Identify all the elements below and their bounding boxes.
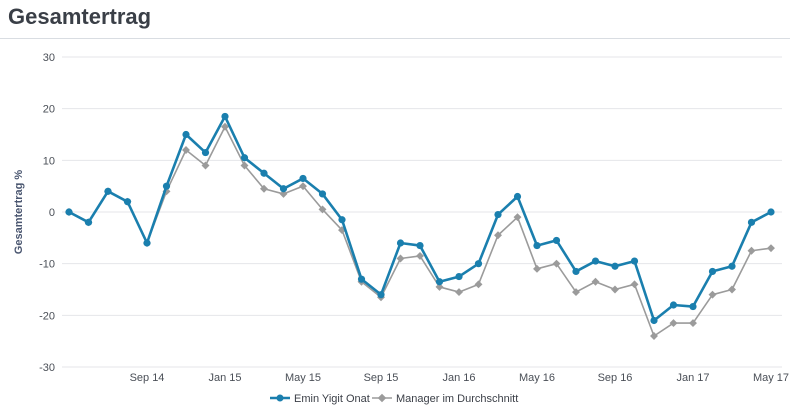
legend-item-series-1[interactable]: Emin Yigit Onat — [270, 393, 370, 405]
data-point[interactable] — [260, 184, 268, 193]
y-axis-title: Gesamtertrag % — [13, 170, 25, 255]
x-tick-label: May 16 — [519, 372, 555, 384]
y-tick-labels: 30 20 10 0 -10 -20 -30 — [39, 52, 55, 374]
data-point[interactable] — [182, 130, 190, 139]
data-point[interactable] — [474, 260, 483, 268]
data-point[interactable] — [416, 251, 424, 260]
data-point[interactable] — [435, 278, 444, 286]
data-point[interactable] — [318, 205, 327, 214]
data-point[interactable] — [513, 213, 522, 222]
series-layer — [65, 112, 775, 340]
legend-label-series-2: Manager im Durchschnitt — [396, 393, 518, 405]
data-point[interactable] — [279, 189, 288, 198]
x-tick-label: Sep 16 — [598, 372, 633, 384]
y-tick-label: -30 — [39, 362, 55, 374]
legend-item-series-2[interactable]: Manager im Durchschnitt — [372, 393, 518, 405]
data-point[interactable] — [201, 161, 210, 170]
data-point[interactable] — [630, 280, 639, 289]
series-line — [68, 125, 772, 337]
series-line — [68, 115, 772, 322]
data-point[interactable] — [552, 236, 561, 245]
data-point[interactable] — [396, 239, 405, 247]
data-point[interactable] — [123, 198, 132, 206]
data-point[interactable] — [689, 319, 697, 328]
data-point[interactable] — [767, 244, 775, 253]
x-tick-label: May 15 — [285, 372, 321, 384]
data-point[interactable] — [767, 208, 775, 216]
data-point[interactable] — [221, 112, 229, 121]
data-point[interactable] — [435, 282, 444, 291]
x-tick-label: May 17 — [753, 372, 789, 384]
data-point[interactable] — [591, 257, 600, 265]
data-point[interactable] — [689, 302, 697, 311]
data-point[interactable] — [747, 218, 756, 226]
data-point[interactable] — [84, 218, 93, 226]
legend-marker-series-2 — [377, 393, 387, 403]
data-point[interactable] — [338, 216, 346, 224]
data-point[interactable] — [747, 246, 756, 255]
y-tick-label: -10 — [39, 259, 55, 271]
data-point[interactable] — [143, 239, 151, 247]
x-tick-label: Sep 15 — [364, 372, 399, 384]
data-point[interactable] — [611, 285, 619, 294]
title-divider — [0, 38, 790, 39]
page-title: Gesamtertrag — [8, 4, 152, 29]
data-point[interactable] — [611, 262, 619, 270]
x-tick-label: Jan 17 — [676, 372, 709, 384]
data-point[interactable] — [357, 275, 366, 283]
x-tick-label: Jan 15 — [208, 372, 241, 384]
legend-label-series-1: Emin Yigit Onat — [294, 393, 370, 405]
data-point[interactable] — [65, 208, 73, 216]
data-point[interactable] — [240, 161, 249, 170]
legend: Emin Yigit Onat Manager im Durchschnitt — [270, 393, 518, 405]
data-point[interactable] — [533, 264, 541, 273]
data-point[interactable] — [104, 187, 112, 195]
y-tick-label: 0 — [49, 207, 55, 219]
data-point[interactable] — [299, 182, 307, 191]
data-point[interactable] — [299, 174, 307, 183]
data-point[interactable] — [240, 154, 249, 162]
data-point[interactable] — [728, 285, 736, 294]
data-point[interactable] — [377, 291, 385, 299]
x-tick-label: Jan 16 — [442, 372, 475, 384]
data-point[interactable] — [494, 210, 502, 219]
data-point[interactable] — [728, 262, 736, 270]
data-point[interactable] — [279, 185, 288, 193]
data-point[interactable] — [630, 257, 639, 265]
data-point[interactable] — [572, 267, 580, 276]
data-point[interactable] — [474, 280, 483, 289]
data-point[interactable] — [182, 146, 190, 154]
y-tick-label: -20 — [39, 310, 55, 322]
y-tick-label: 20 — [43, 104, 55, 116]
data-point[interactable] — [669, 301, 678, 309]
data-point[interactable] — [455, 272, 463, 281]
x-tick-labels: Sep 14 Jan 15 May 15 Sep 15 Jan 16 May 16 Sep … — [130, 372, 789, 384]
y-tick-label: 10 — [43, 155, 55, 167]
x-tick-label: Sep 14 — [130, 372, 165, 384]
data-point[interactable] — [591, 277, 600, 286]
data-point[interactable] — [650, 316, 658, 325]
data-point[interactable] — [494, 231, 502, 240]
data-point[interactable] — [708, 267, 717, 276]
data-point[interactable] — [162, 182, 171, 190]
data-point[interactable] — [669, 319, 678, 328]
data-point[interactable] — [416, 241, 424, 250]
series-1 — [65, 112, 775, 325]
y-tick-label: 30 — [43, 52, 55, 64]
data-point[interactable] — [513, 192, 522, 201]
data-point[interactable] — [201, 148, 210, 157]
data-point[interactable] — [572, 288, 580, 297]
data-point[interactable] — [318, 190, 327, 198]
data-point[interactable] — [396, 254, 405, 263]
data-point[interactable] — [260, 169, 268, 177]
data-point[interactable] — [533, 241, 541, 250]
legend-marker-series-1 — [276, 394, 284, 402]
data-point[interactable] — [455, 288, 463, 297]
